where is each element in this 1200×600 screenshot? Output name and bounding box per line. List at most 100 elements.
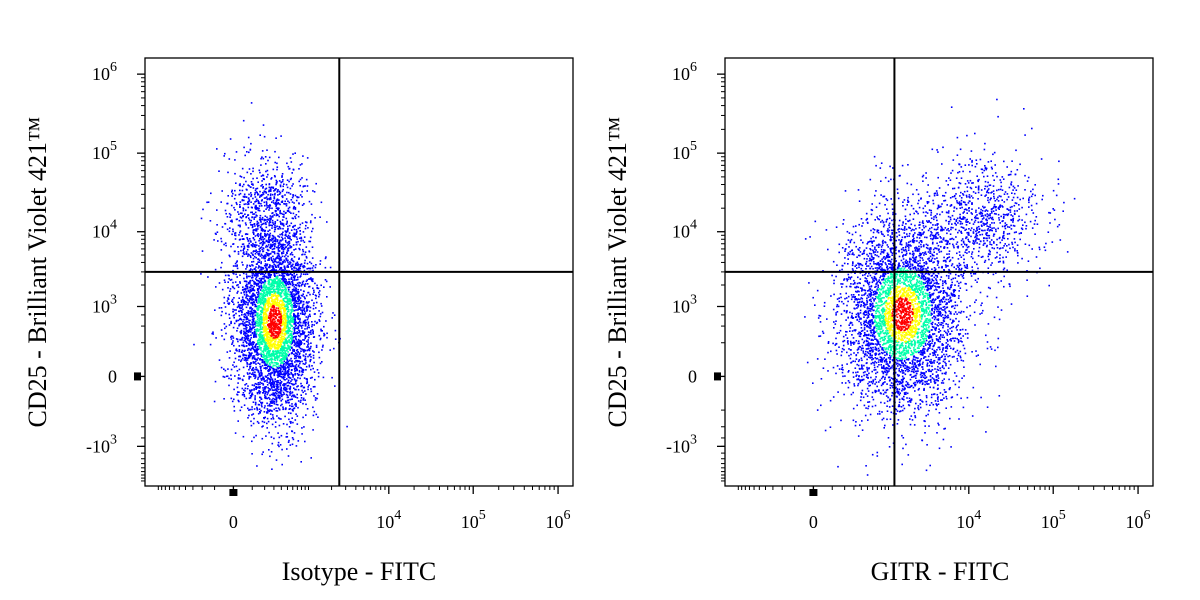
event-dot	[314, 397, 317, 399]
event-dot	[225, 244, 227, 247]
event-dot	[295, 236, 298, 238]
event-dot	[256, 313, 259, 316]
event-dot	[256, 391, 259, 394]
event-dot	[248, 151, 250, 154]
event-dot	[290, 295, 292, 298]
event-dot	[225, 312, 227, 315]
event-dot	[287, 379, 290, 382]
event-dot	[274, 299, 276, 301]
event-dot	[288, 330, 291, 333]
event-dot	[206, 201, 208, 204]
event-dot	[233, 197, 236, 200]
event-dot	[270, 402, 272, 404]
event-dot	[265, 226, 268, 229]
event-dot	[268, 266, 271, 269]
event-dot	[224, 306, 227, 308]
event-dot	[296, 331, 298, 333]
event-dot	[263, 353, 265, 356]
event-dot	[225, 375, 228, 378]
event-dot	[242, 366, 245, 369]
event-dot	[283, 255, 286, 258]
event-dot	[269, 265, 271, 267]
event-dot	[278, 207, 280, 210]
event-dot	[291, 251, 293, 254]
event-dot	[245, 180, 247, 183]
event-dot	[228, 313, 230, 316]
event-dot	[242, 243, 245, 245]
event-dot	[271, 385, 273, 388]
event-dot	[285, 349, 288, 352]
event-dot	[261, 281, 264, 283]
event-dot	[255, 360, 257, 363]
event-dot	[253, 384, 256, 387]
event-dot	[283, 316, 285, 319]
event-dot	[297, 338, 300, 341]
event-dot	[235, 201, 238, 204]
event-dot	[259, 381, 261, 384]
event-dot	[311, 299, 313, 302]
event-dot	[274, 221, 277, 223]
event-dot	[254, 344, 257, 347]
event-dot	[257, 225, 259, 228]
event-dot	[269, 364, 272, 366]
event-dot	[245, 397, 248, 400]
event-dot	[214, 380, 217, 383]
event-dot	[306, 346, 308, 348]
event-dot	[243, 183, 245, 186]
event-dot	[280, 212, 283, 215]
event-dot	[294, 194, 297, 197]
event-dot	[257, 293, 259, 296]
event-dot	[245, 297, 247, 299]
event-dot	[250, 194, 253, 196]
event-dot	[248, 378, 250, 380]
event-dot	[263, 191, 266, 193]
event-dot	[262, 293, 265, 296]
event-dot	[282, 364, 285, 367]
event-dot	[279, 304, 282, 306]
event-dot	[290, 325, 293, 327]
event-dot	[223, 243, 225, 246]
event-dot	[315, 346, 318, 348]
event-dot	[292, 212, 295, 215]
event-dot	[288, 280, 290, 283]
event-dot	[264, 327, 267, 330]
event-dot	[249, 397, 252, 399]
event-dot	[228, 294, 231, 297]
event-dot	[312, 190, 314, 192]
event-dot	[294, 372, 296, 375]
event-dot	[297, 240, 299, 243]
event-dot	[257, 299, 260, 301]
event-dot	[264, 333, 267, 335]
event-dot	[279, 358, 282, 361]
event-dot	[280, 340, 282, 343]
event-dot	[257, 323, 259, 325]
event-dot	[221, 261, 223, 264]
event-dot	[290, 365, 293, 368]
event-dot	[307, 334, 310, 336]
event-dot	[299, 360, 301, 363]
event-dot	[234, 209, 236, 211]
event-dot	[300, 240, 302, 242]
event-dot	[326, 336, 328, 339]
event-dot	[305, 280, 308, 283]
event-dot	[319, 260, 322, 262]
event-dot	[277, 286, 279, 288]
event-dot	[272, 368, 275, 370]
event-dot	[274, 240, 276, 242]
event-dot	[242, 214, 245, 217]
event-dot	[281, 358, 284, 360]
event-dot	[262, 267, 264, 270]
event-dot	[260, 200, 263, 202]
event-dot	[300, 385, 302, 388]
event-dot	[239, 175, 242, 177]
event-dot	[267, 336, 270, 338]
event-dot	[250, 347, 253, 350]
event-dot	[236, 265, 238, 268]
event-dot	[291, 196, 294, 199]
event-dot	[297, 373, 300, 376]
event-dot	[244, 303, 247, 306]
event-dot	[266, 422, 268, 425]
event-dot	[245, 268, 247, 270]
event-dot	[296, 291, 299, 293]
event-dot	[289, 363, 292, 365]
